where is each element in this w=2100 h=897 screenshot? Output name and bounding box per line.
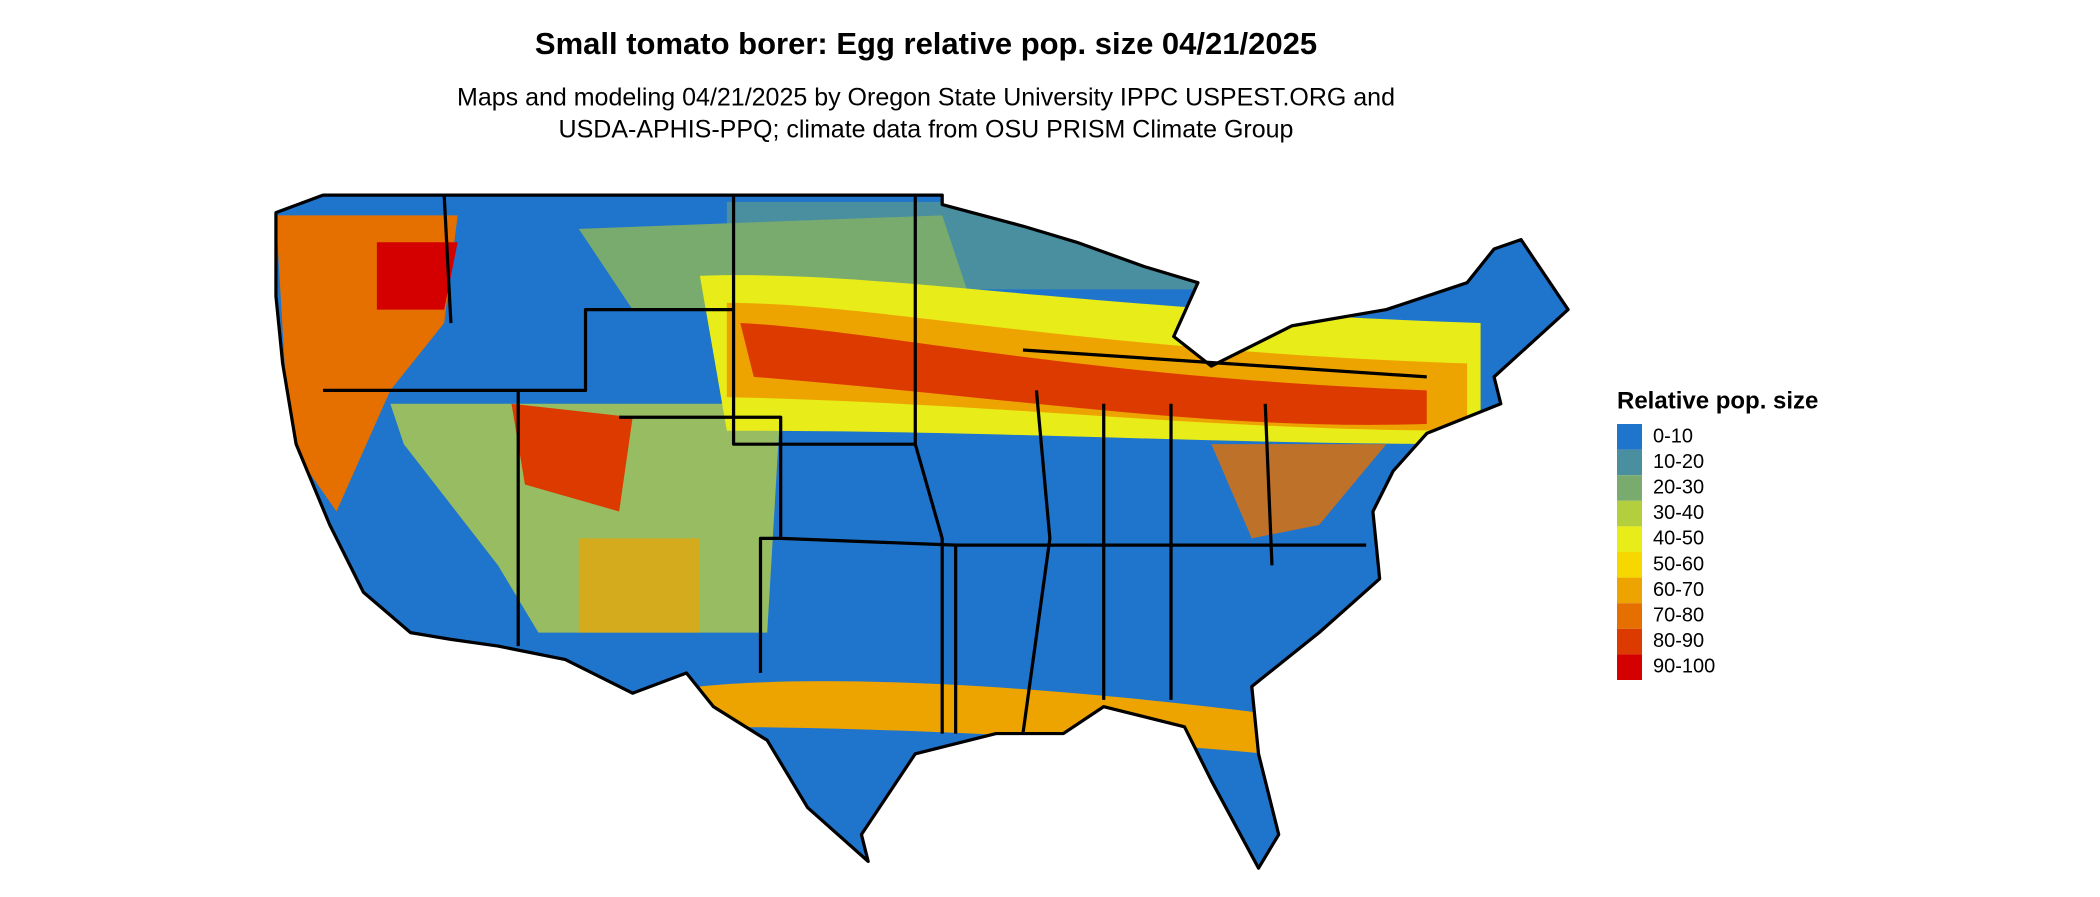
region: [740, 323, 1427, 425]
legend-label: 20-30: [1653, 476, 1704, 498]
state-border: [323, 195, 1427, 734]
legend-swatch: [1617, 603, 1642, 629]
legend-label: 60-70: [1653, 579, 1704, 601]
legend: 0-10 10-20 20-30 30-40 40-50 50-60 60-70 70-80 8…: [1617, 424, 1715, 680]
legend-swatch: [1617, 552, 1642, 578]
legend-label: 90-100: [1653, 656, 1715, 678]
subtitle: Maps and modeling 04/21/2025 by Oregon S…: [457, 84, 1395, 112]
legend-swatch: [1617, 500, 1642, 527]
region: [511, 403, 633, 512]
region: [376, 242, 458, 310]
legend-swatch: [1617, 424, 1642, 450]
legend-label: 40-50: [1653, 528, 1704, 550]
map: [274, 193, 1570, 870]
legend-label: 50-60: [1653, 553, 1704, 575]
legend-label: 30-40: [1653, 502, 1704, 524]
subtitle: USDA-APHIS-PPQ; climate data from OSU PR…: [559, 116, 1294, 144]
legend-title: Relative pop. size: [1617, 387, 1818, 414]
region: [1211, 444, 1387, 539]
legend-label: 80-90: [1653, 630, 1704, 652]
legend-swatch: [1617, 475, 1642, 501]
legend-swatch: [1617, 654, 1642, 680]
map-fill: [275, 195, 1569, 869]
title: Small tomato borer: Egg relative pop. si…: [535, 26, 1317, 61]
legend-swatch: [1617, 449, 1642, 476]
legend-label: 0-10: [1653, 425, 1693, 447]
legend-swatch: [1617, 628, 1642, 655]
legend-label: 10-20: [1653, 451, 1704, 473]
legend-label: 70-80: [1653, 604, 1704, 626]
legend-swatch: [1617, 577, 1642, 604]
legend-swatch: [1617, 526, 1642, 552]
region: [578, 538, 700, 633]
